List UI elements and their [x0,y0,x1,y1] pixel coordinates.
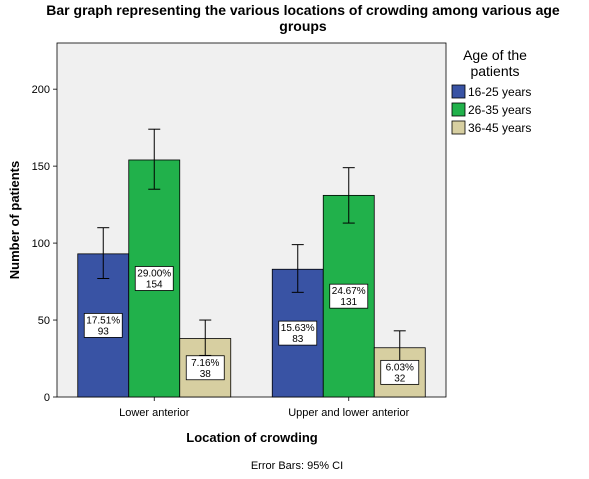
data-label-count: 32 [394,373,406,384]
legend-title-line-2: patients [470,63,519,79]
y-axis: 0 50 100 150 200 [32,84,57,404]
y-tick-label: 100 [32,238,50,250]
data-label-box [134,266,174,291]
chart-title-line-2: groups [279,18,327,34]
error-bars-footnote: Error Bars: 95% CI [251,460,343,472]
data-label-percent: 29.00% [137,268,171,279]
legend-swatch [451,120,466,135]
data-label-count: 38 [200,369,212,380]
x-axis: Lower anterior Upper and lower anterior [119,397,410,419]
y-tick-label: 50 [38,315,50,327]
data-label-box [329,283,369,309]
data-label-count: 83 [292,334,304,345]
data-label-percent: 24.67% [332,286,366,297]
x-tick-label: Lower anterior [119,407,190,419]
data-label-box [185,355,225,381]
data-label-box [83,313,123,338]
x-tick-label: Upper and lower anterior [288,407,409,419]
data-label-count: 131 [340,297,357,308]
legend-label: 16-25 years [468,85,531,99]
data-label-count: 154 [146,279,163,290]
y-tick-label: 200 [32,84,50,96]
legend: Age of the patients 16-25 years 26-35 yea… [451,47,531,135]
bars: 17.51%93 29.00%154 7.16%38 15.63%83 24.67%13… [77,128,426,398]
data-label-percent: 15.63% [281,323,315,334]
data-label-percent: 6.03% [386,362,414,373]
y-tick-label: 150 [32,161,50,173]
data-label-count: 93 [98,326,110,337]
data-label-percent: 17.51% [86,315,120,326]
data-label-box [380,359,420,385]
legend-swatch [451,84,466,99]
legend-label: 26-35 years [468,103,531,117]
y-tick-label: 0 [44,392,50,404]
legend-title-line-1: Age of the [463,47,527,63]
chart-title-line-1: Bar graph representing the various locat… [46,2,560,18]
y-axis-title: Number of patients [7,161,22,279]
x-axis-title: Location of crowding [186,430,317,445]
data-label-percent: 7.16% [191,358,219,369]
legend-label: 36-45 years [468,121,531,135]
legend-swatch [451,102,466,117]
data-label-box [278,320,318,346]
